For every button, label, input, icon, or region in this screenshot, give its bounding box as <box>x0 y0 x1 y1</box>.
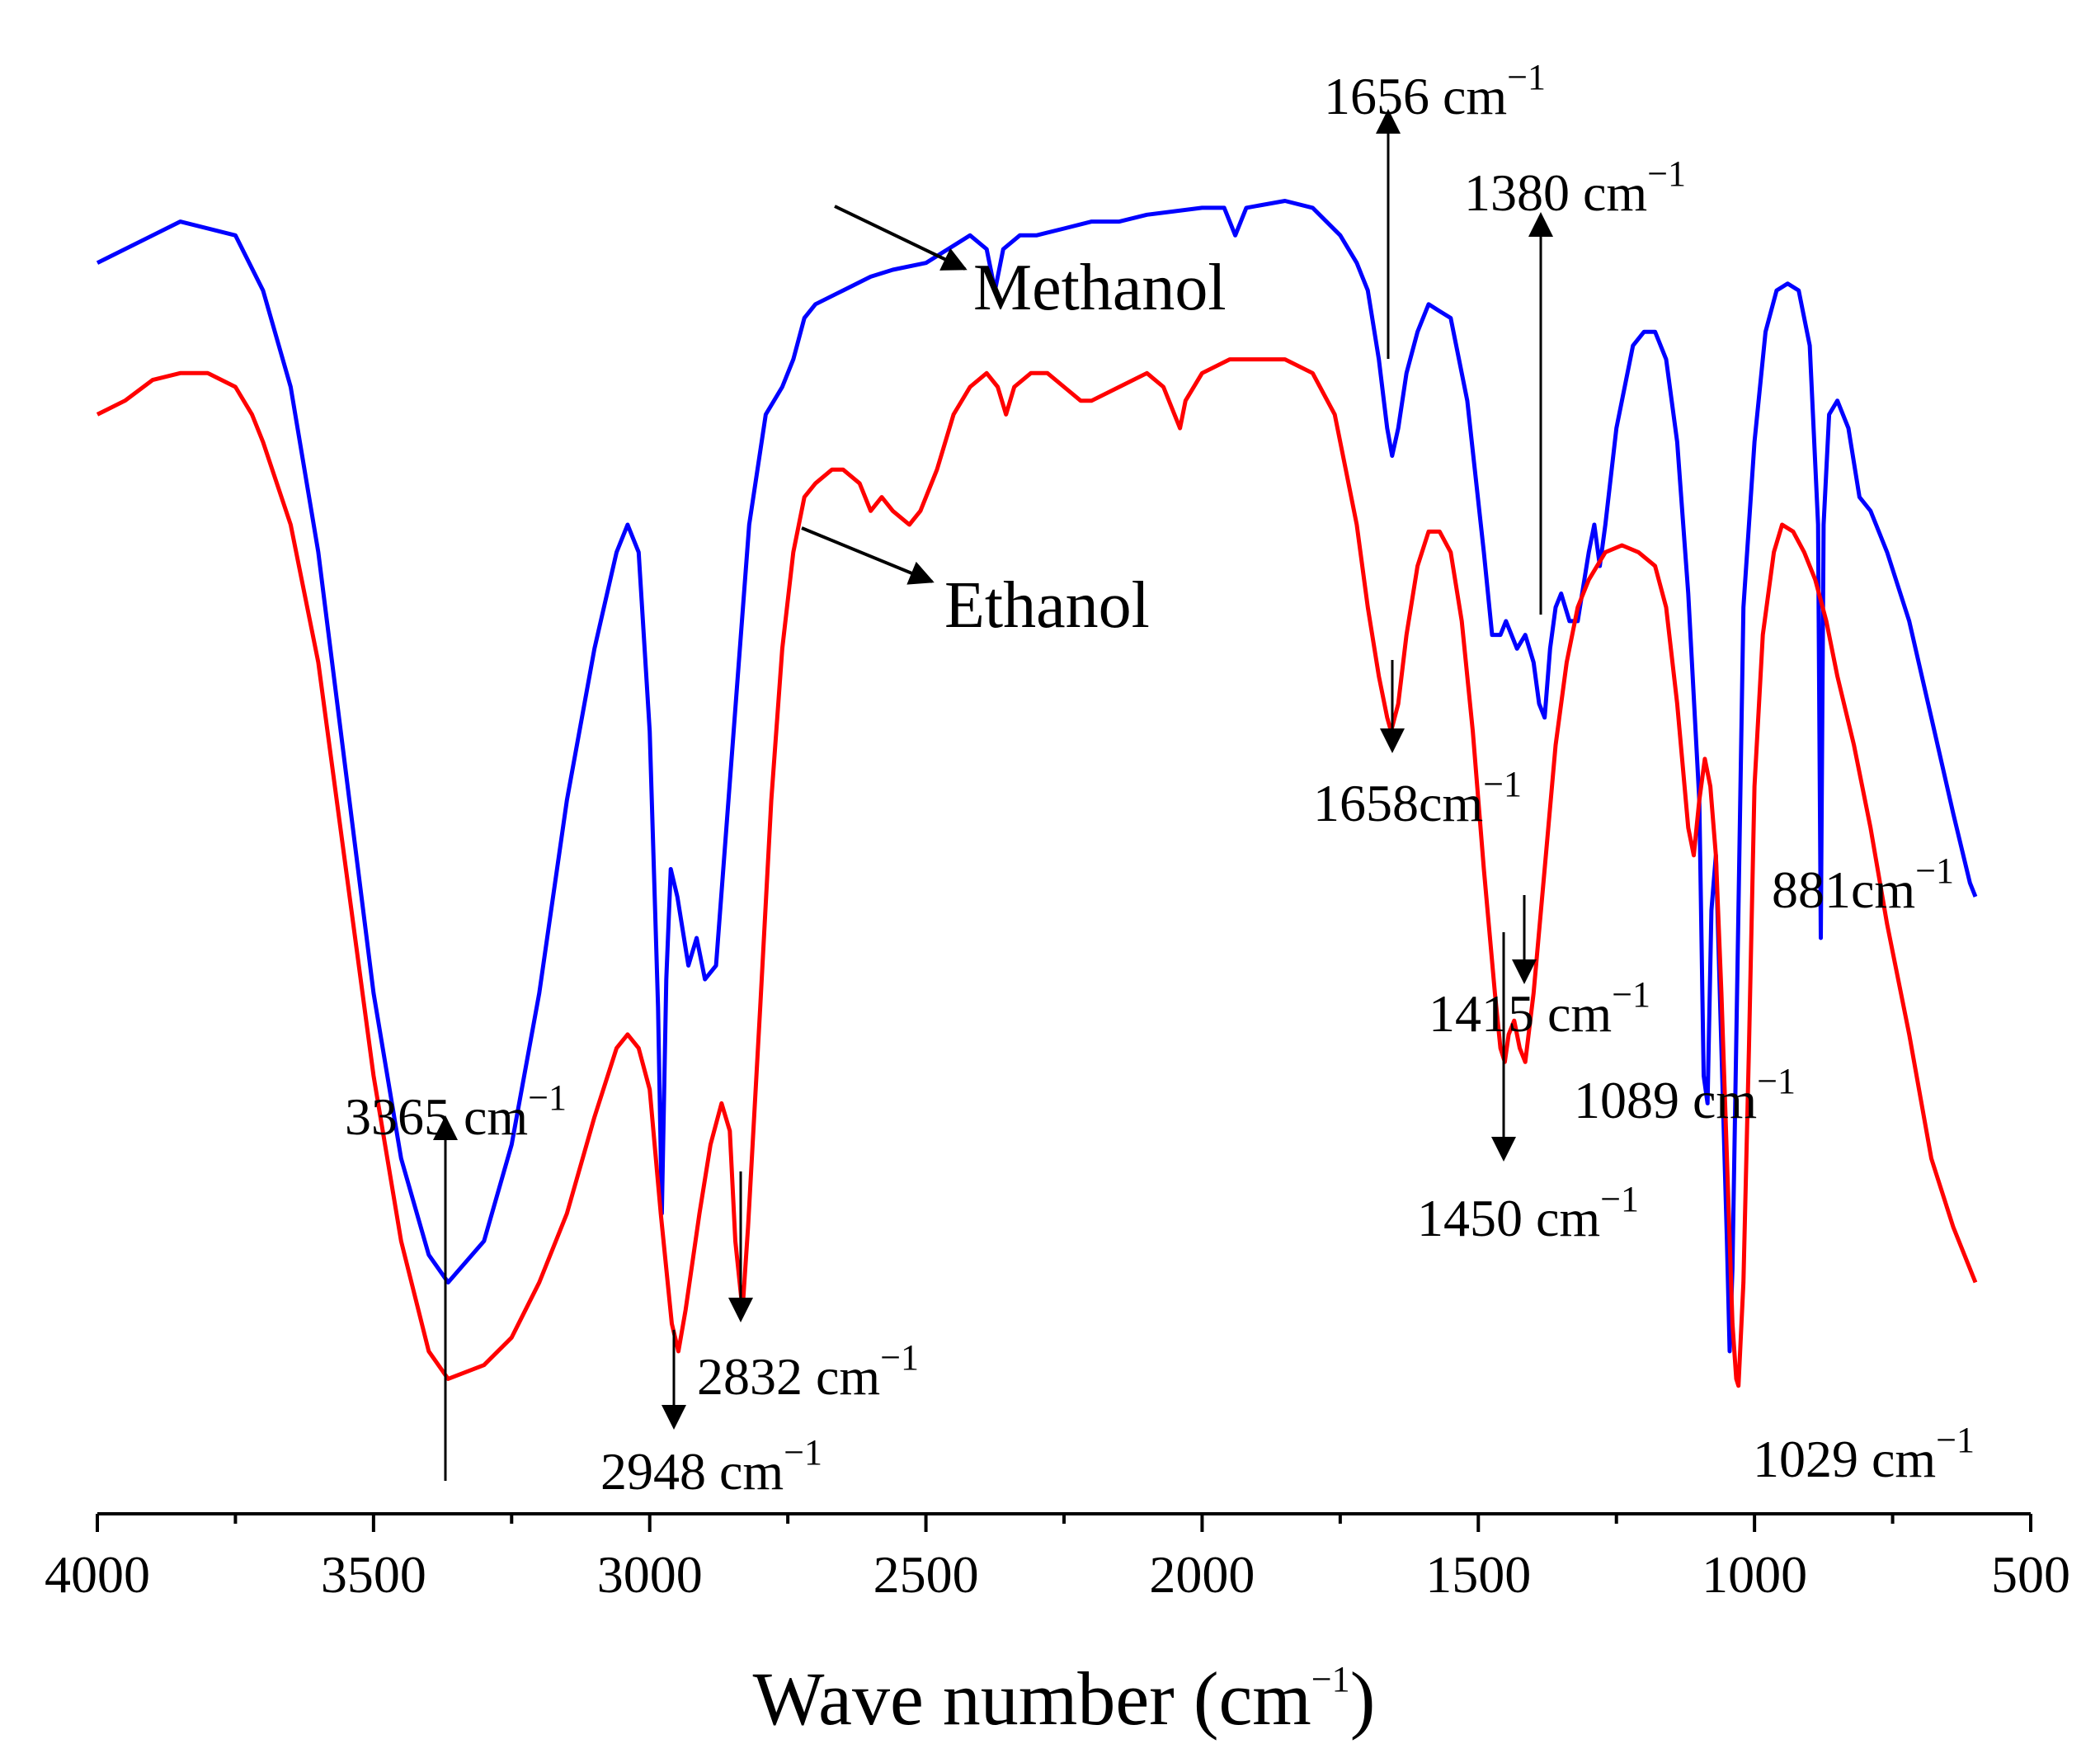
peak-label: 1658cm−1 <box>1313 764 1522 832</box>
x-tick-label: 4000 <box>45 1545 150 1604</box>
x-axis-title: Wave number (cm−1) <box>753 1657 1376 1741</box>
x-tick-label: 3500 <box>321 1545 426 1604</box>
x-tick-label: 500 <box>1991 1545 2070 1604</box>
peak-label: 2832 cm−1 <box>697 1337 919 1406</box>
series-line-ethanol <box>96 357 1978 1388</box>
x-axis-title-sup: −1 <box>1311 1659 1350 1699</box>
series-line-methanol <box>96 199 1978 1354</box>
series-labels: Methanol Ethanol <box>801 205 1227 642</box>
peak-label: 1089 cm−1 <box>1574 1061 1796 1129</box>
peak-label: 881cm−1 <box>1772 851 1954 919</box>
x-tick-label: 2500 <box>873 1545 979 1604</box>
peak-annotations: 3365 cm−1 2948 cm−1 2832 cm−1 1656 cm−1 1380… <box>345 57 1975 1501</box>
x-axis-title-main: Wave number (cm <box>753 1657 1311 1741</box>
peak-label: 1415 cm−1 <box>1429 974 1650 1043</box>
x-tick-label: 1000 <box>1702 1545 1807 1604</box>
peak-label: 1380 cm−1 <box>1464 153 1686 222</box>
peak-label: 1029 cm−1 <box>1753 1420 1975 1488</box>
peak-label: 1450 cm−1 <box>1417 1179 1639 1247</box>
peak-label: 1656 cm−1 <box>1324 57 1546 125</box>
plot-area <box>96 199 1978 1388</box>
x-axis-title-close: ) <box>1350 1657 1376 1741</box>
x-axis: 4000 3500 3000 2500 2000 1500 1000 500 <box>45 1512 2070 1604</box>
x-tick-label: 2000 <box>1149 1545 1255 1604</box>
x-tick-label: 1500 <box>1425 1545 1531 1604</box>
series-label-methanol: Methanol <box>973 252 1227 324</box>
x-tick-label: 3000 <box>597 1545 703 1604</box>
series-label-arrow <box>801 526 935 585</box>
series-label-arrow <box>834 205 968 271</box>
series-label-ethanol: Ethanol <box>944 569 1150 642</box>
peak-label: 3365 cm−1 <box>345 1077 567 1146</box>
peak-label: 2948 cm−1 <box>600 1432 822 1501</box>
